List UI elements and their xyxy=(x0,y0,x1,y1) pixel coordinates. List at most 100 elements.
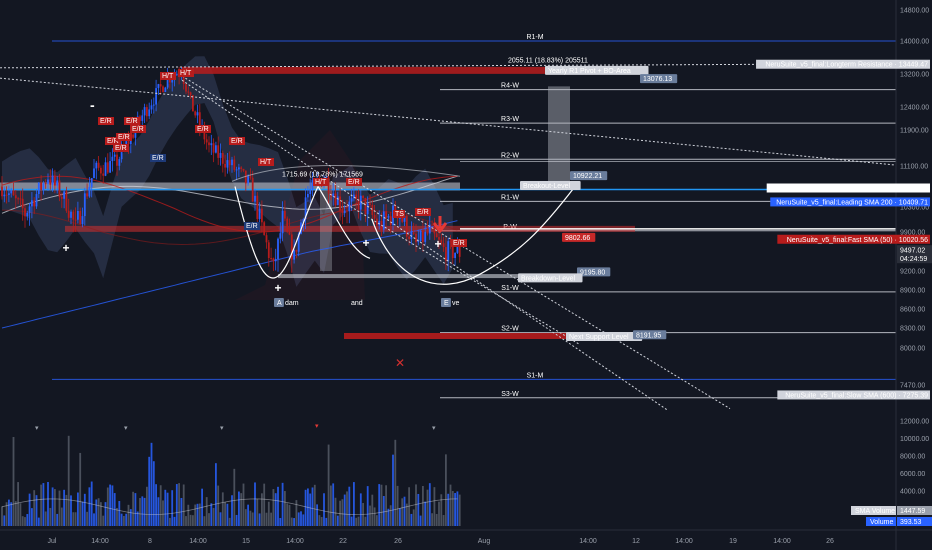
time-tick: 14:00 xyxy=(286,538,304,545)
time-tick: 14:00 xyxy=(189,538,207,545)
breakout-label: Breakout-Level xyxy=(523,183,571,190)
volume-bar xyxy=(392,454,394,526)
yearly-r1-zone xyxy=(182,66,562,74)
volume-bar xyxy=(263,483,266,526)
volume-bar xyxy=(343,494,346,526)
volume-bar xyxy=(373,507,376,526)
volume-bar xyxy=(146,486,148,526)
candle-body xyxy=(93,168,95,179)
volume-bar xyxy=(369,505,371,526)
volume-bar xyxy=(320,517,323,526)
candle-body xyxy=(297,233,300,252)
signal-tag: H/T xyxy=(260,159,272,166)
signal-tag-bg xyxy=(393,210,405,218)
candle-body xyxy=(143,107,146,116)
signal-tag-bg xyxy=(258,158,274,166)
volume-bar xyxy=(295,500,298,526)
volume-bar xyxy=(189,514,192,526)
signal-tag-bg xyxy=(124,117,140,125)
candle-body xyxy=(42,183,45,191)
measure-top-label: 2055.11 (18.83%) 205511 xyxy=(508,57,588,64)
signal-tag-bg xyxy=(178,69,194,77)
signal-tags: Yearly R1 Pivot + BO-Area 2055.11 (18.83%… xyxy=(62,57,678,370)
volume-bar xyxy=(111,485,114,526)
volume-bar xyxy=(185,516,187,526)
volume-bar xyxy=(139,498,141,526)
volume-bar xyxy=(95,499,98,526)
volume-bar xyxy=(244,509,247,526)
next-support-zone xyxy=(344,333,566,339)
volume-bar xyxy=(70,495,72,526)
candle-body xyxy=(116,154,118,166)
signal-tag: E/R xyxy=(197,126,209,133)
moving-average-lines xyxy=(0,175,896,329)
volume-bar xyxy=(83,493,86,526)
time-tick: 12 xyxy=(632,538,640,545)
candle-body xyxy=(403,216,406,222)
volume-bar xyxy=(330,485,332,526)
candle-body xyxy=(10,190,13,194)
candle-body xyxy=(417,240,420,243)
candle-body xyxy=(146,107,148,117)
candle-body xyxy=(88,187,91,197)
candle-body xyxy=(387,216,390,218)
volume-bar xyxy=(323,493,325,526)
yearly-r1-label: Yearly R1 Pivot + BO-Area xyxy=(548,68,631,75)
candle-body xyxy=(265,235,268,243)
volume-bar xyxy=(175,484,178,526)
candle-body xyxy=(182,75,185,85)
time-tick: 22 xyxy=(339,538,347,545)
candle-body xyxy=(187,91,190,93)
candle-body xyxy=(118,159,121,166)
candle-body xyxy=(26,212,29,217)
adam-arc-left xyxy=(234,186,319,279)
volume-bar xyxy=(143,497,146,526)
pivot-label: S1-M xyxy=(527,372,544,379)
candle-body xyxy=(334,193,337,205)
candle-body xyxy=(58,180,61,198)
volume-bar xyxy=(10,502,13,526)
candle-body xyxy=(3,194,6,197)
candle-body xyxy=(189,92,192,96)
candle-body xyxy=(210,143,213,146)
volume-bar xyxy=(3,515,6,526)
volume-bar xyxy=(63,489,65,526)
volume-bar xyxy=(235,514,238,526)
volume-bar xyxy=(403,496,406,526)
candle-body xyxy=(346,210,348,212)
eve-cup-arc xyxy=(371,186,576,285)
candle-body xyxy=(192,95,194,112)
signal-tag-bg xyxy=(116,133,132,141)
signal-tag-bg xyxy=(113,144,129,152)
volume-bar xyxy=(290,517,293,526)
current-price: 9497.02 xyxy=(900,248,925,255)
candle-body xyxy=(86,193,88,197)
downtrend-line-3 xyxy=(329,193,581,346)
volume-bar xyxy=(35,495,38,526)
volume-tick: 4000.00 xyxy=(900,489,925,496)
candle-body xyxy=(302,219,305,223)
price-tick: 14800.00 xyxy=(900,8,929,15)
pivot-label: R1-M xyxy=(526,34,543,41)
candle-body xyxy=(12,190,15,196)
volume-bar xyxy=(286,503,289,526)
volume-bar xyxy=(238,491,240,526)
event-marker: ▾ xyxy=(35,425,39,432)
candle-body xyxy=(357,199,360,210)
volume-bar xyxy=(67,435,70,526)
volume-bar xyxy=(445,454,447,526)
time-tick: 14:00 xyxy=(675,538,693,545)
volume-bar xyxy=(270,512,272,526)
volume-bar xyxy=(396,485,399,526)
volume-bar xyxy=(274,493,277,526)
candle-body xyxy=(401,217,404,222)
volume-bar xyxy=(33,490,36,526)
candle-body xyxy=(141,115,144,121)
pivot-label: R2-W xyxy=(501,152,519,159)
time-tick: 14:00 xyxy=(91,538,109,545)
signal-tag-bg xyxy=(195,125,211,133)
volume-bar xyxy=(125,513,128,526)
volume-bar xyxy=(350,516,353,526)
volume-bar xyxy=(210,503,213,526)
